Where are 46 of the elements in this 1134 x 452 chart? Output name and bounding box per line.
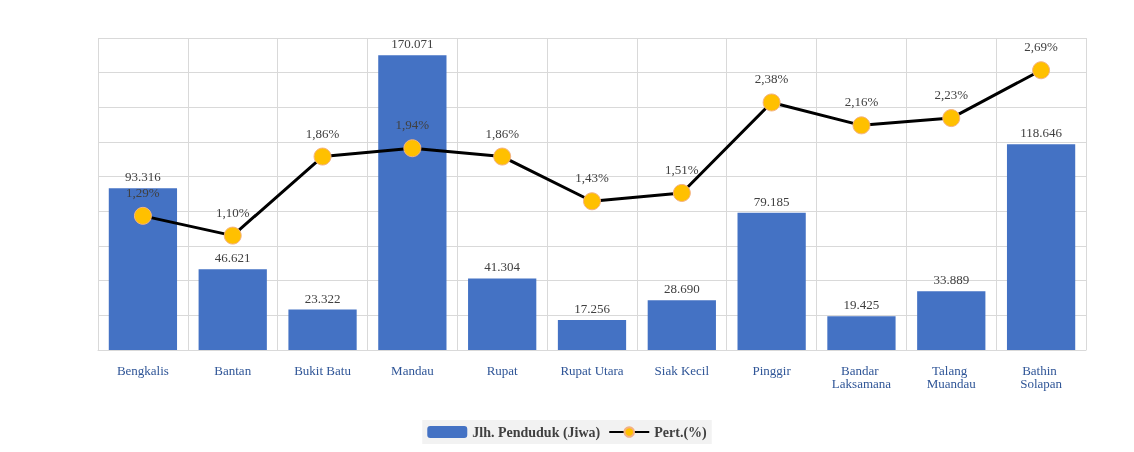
data-label: 33.889: [933, 272, 970, 288]
x-tick-label: Mandau: [391, 363, 435, 378]
data-label: 41.304: [484, 259, 521, 275]
data-label: 17.256: [574, 301, 611, 317]
x-tick-label: Pinggir: [752, 363, 792, 378]
data-label: 2,38%: [754, 71, 789, 87]
x-tick-label: Siak Kecil: [654, 363, 710, 378]
bar: [737, 212, 806, 350]
bar: [1006, 144, 1076, 350]
x-tick-label: Rupat: [486, 363, 519, 378]
x-tick-label: Bukit Batu: [294, 363, 352, 378]
x-tick-label: Bathin Solapan: [1020, 363, 1063, 391]
data-label: 2,16%: [844, 94, 879, 110]
data-label: 23.322: [304, 290, 341, 306]
data-label: 19.425: [843, 297, 880, 313]
data-label: 2,69%: [1024, 39, 1059, 55]
bar: [108, 188, 178, 350]
data-label: 118.646: [1020, 125, 1063, 141]
data-label: 1,86%: [485, 125, 520, 141]
bar: [198, 269, 267, 350]
bar: [468, 278, 537, 350]
data-label: 170.071: [391, 36, 434, 52]
data-label: 28.690: [663, 281, 700, 297]
bar: [827, 316, 896, 350]
data-label: 1,94%: [395, 117, 430, 133]
data-label: 46.621: [214, 250, 251, 266]
x-tick-label: Bengkalis: [116, 363, 169, 378]
data-label: 79.185: [753, 193, 790, 209]
x-tick-label: Rupat Utara: [560, 363, 624, 378]
data-label: 93.316: [125, 169, 162, 185]
data-label: 1,86%: [305, 125, 340, 141]
bar: [647, 300, 716, 350]
data-label: 1,51%: [665, 161, 699, 177]
data-label: 2,23%: [934, 87, 969, 103]
legend-label: Jlh. Penduduk (Jiwa): [472, 424, 601, 441]
bar: [288, 309, 357, 350]
bar: [917, 291, 986, 350]
bar: [378, 55, 447, 350]
x-tick-label: Bandar Laksamana: [831, 363, 892, 391]
data-label: 1,43%: [575, 170, 609, 186]
bar: [557, 320, 627, 350]
x-tick-label: Bantan: [214, 363, 252, 378]
data-label: 1,10%: [215, 204, 250, 220]
x-tick-label: Talang Muandau: [926, 363, 977, 391]
legend-label: Pert.(%): [654, 424, 708, 441]
data-label: 1,29%: [126, 184, 160, 200]
